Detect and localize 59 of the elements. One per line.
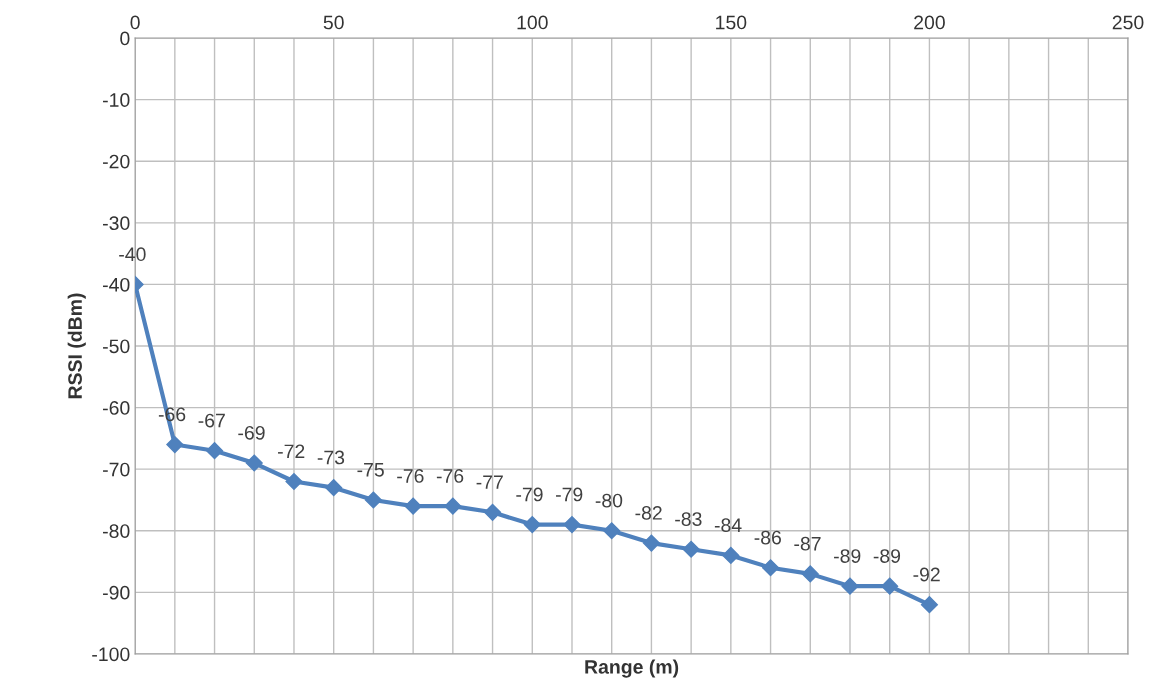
y-tick-label: -60 — [103, 401, 130, 415]
point — [245, 454, 263, 472]
x-tick-label: 250 — [1112, 15, 1144, 30]
data-label: -73 — [317, 450, 345, 465]
point — [801, 565, 819, 583]
y-tick-label: 0 — [120, 31, 130, 46]
y-tick-label: -90 — [103, 585, 130, 600]
y-tick-label: -10 — [103, 93, 130, 107]
x-tick-label: 0 — [130, 15, 140, 30]
x-axis-title: Range (m) — [585, 659, 679, 678]
y-tick-label: -20 — [103, 154, 130, 169]
data-label: -89 — [834, 549, 861, 563]
y-tick-label: -80 — [103, 524, 130, 538]
data-label: -72 — [278, 444, 305, 459]
point — [682, 540, 700, 558]
y-tick-label: -30 — [103, 216, 130, 231]
data-label: -67 — [198, 413, 225, 428]
data-label: -69 — [238, 425, 265, 440]
data-label: -87 — [794, 536, 821, 551]
point — [444, 497, 462, 515]
point — [642, 534, 660, 552]
point — [722, 546, 740, 564]
point — [523, 516, 541, 534]
y-tick-label: -50 — [103, 339, 130, 354]
y-tick-label: -100 — [92, 647, 130, 662]
point — [603, 522, 621, 540]
point — [762, 559, 780, 577]
point — [404, 497, 422, 515]
point — [166, 435, 184, 454]
data-label: -79 — [556, 487, 583, 502]
data-label: -76 — [436, 469, 464, 483]
x-tick-label: 50 — [323, 15, 344, 30]
data-label: -79 — [516, 487, 543, 502]
y-tick-label: -40 — [103, 277, 130, 292]
point — [364, 491, 382, 509]
data-label: -89 — [873, 549, 901, 563]
data-label: -77 — [476, 475, 503, 489]
data-label: -40 — [119, 247, 146, 262]
data-label: -92 — [913, 567, 940, 582]
data-label: -83 — [675, 512, 702, 526]
data-label: -76 — [397, 469, 424, 483]
point — [484, 503, 502, 521]
data-label: -75 — [357, 463, 384, 477]
point — [285, 472, 303, 491]
data-label: -84 — [714, 518, 742, 533]
point — [881, 577, 899, 595]
y-axis-title: RSSI (dBm) — [67, 293, 86, 399]
x-tick-label: 150 — [716, 15, 747, 30]
point — [920, 596, 938, 614]
data-label: -80 — [595, 493, 623, 508]
point — [206, 442, 224, 460]
data-label: -86 — [754, 530, 781, 545]
data-label: -82 — [635, 506, 662, 520]
x-tick-label: 100 — [517, 15, 548, 30]
point — [325, 479, 343, 497]
y-tick-label: -70 — [103, 462, 130, 477]
x-tick-label: 200 — [914, 15, 945, 30]
point — [841, 577, 859, 595]
point — [563, 516, 581, 534]
